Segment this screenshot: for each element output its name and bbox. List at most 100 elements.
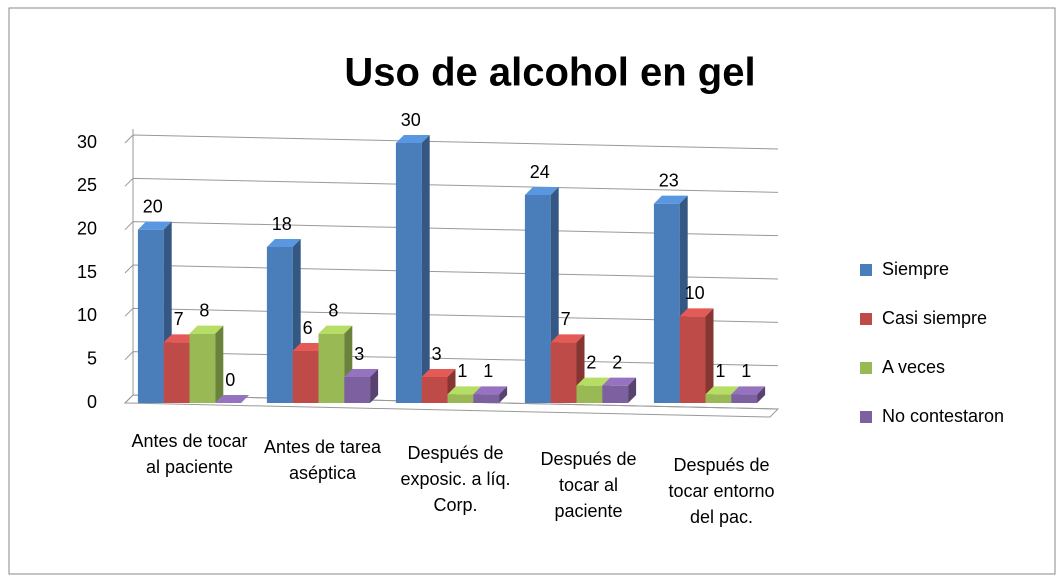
data-label: 0 bbox=[225, 370, 235, 390]
x-tick-label: Antes de tarea aséptica bbox=[263, 437, 382, 483]
grid-line bbox=[124, 177, 779, 193]
bar-top bbox=[395, 135, 430, 143]
y-tick-label: 25 bbox=[77, 175, 97, 195]
data-label: 1 bbox=[483, 361, 493, 381]
data-label: 2 bbox=[586, 352, 596, 372]
legend-label: No contestaron bbox=[882, 406, 1004, 426]
data-label: 2 bbox=[612, 352, 622, 372]
x-tick-label: Después de tocar al paciente bbox=[540, 449, 637, 521]
bar-top bbox=[576, 377, 611, 386]
bar-top bbox=[215, 395, 250, 403]
bar-top bbox=[653, 195, 688, 204]
bar-top bbox=[731, 386, 766, 395]
bar-side bbox=[370, 369, 379, 403]
bar bbox=[473, 394, 500, 403]
bar-group bbox=[473, 386, 508, 403]
bar-top bbox=[679, 308, 714, 317]
grid-line bbox=[124, 221, 779, 237]
y-tick-label: 5 bbox=[87, 348, 97, 368]
bar-top bbox=[137, 221, 172, 230]
bar bbox=[653, 203, 680, 403]
x-tick-label: Después de exposic. a líq. Corp. bbox=[400, 443, 511, 515]
bar bbox=[395, 143, 422, 403]
bar-group bbox=[344, 369, 379, 403]
legend-swatch bbox=[860, 411, 872, 423]
bar bbox=[344, 377, 371, 403]
bar bbox=[189, 333, 216, 403]
bar bbox=[447, 394, 474, 403]
bar-top bbox=[266, 239, 301, 247]
bar-group bbox=[395, 135, 430, 403]
legend-swatch bbox=[860, 362, 872, 374]
bar-top bbox=[344, 369, 379, 377]
grid-line bbox=[124, 264, 779, 280]
bar-side bbox=[499, 386, 508, 403]
bar bbox=[524, 195, 551, 403]
bar-side bbox=[215, 325, 224, 403]
data-label: 8 bbox=[199, 300, 209, 320]
legend-swatch bbox=[860, 264, 872, 276]
data-label: 7 bbox=[561, 309, 571, 329]
grid-line bbox=[124, 394, 779, 410]
bar-top bbox=[473, 386, 508, 395]
data-label: 8 bbox=[328, 300, 338, 320]
data-label: 1 bbox=[715, 361, 725, 381]
bar bbox=[266, 247, 293, 403]
bar bbox=[679, 316, 706, 403]
data-label: 20 bbox=[143, 196, 163, 216]
data-label: 3 bbox=[354, 344, 364, 364]
data-label: 3 bbox=[432, 344, 442, 364]
bar-top bbox=[421, 369, 456, 377]
bar bbox=[421, 377, 448, 403]
y-tick-label: 15 bbox=[77, 262, 97, 282]
data-label: 24 bbox=[530, 162, 550, 182]
bar-group bbox=[679, 308, 714, 403]
bar-top bbox=[602, 377, 637, 386]
y-tick-label: 30 bbox=[77, 132, 97, 152]
legend-label: Siempre bbox=[882, 259, 949, 279]
bar-top bbox=[163, 334, 198, 343]
legend-label: Casi siempre bbox=[882, 308, 987, 328]
bar bbox=[163, 342, 190, 403]
bar-group bbox=[189, 325, 224, 403]
legend-label: A veces bbox=[882, 357, 945, 377]
x-tick-label: Antes de tocar al paciente bbox=[131, 431, 248, 477]
bar bbox=[576, 385, 603, 403]
bar bbox=[292, 351, 319, 403]
chart-title: Uso de alcohol en gel bbox=[344, 51, 755, 95]
bar-top bbox=[318, 325, 353, 334]
data-label: 1 bbox=[741, 361, 751, 381]
grid-line bbox=[124, 134, 779, 150]
bar-top bbox=[550, 334, 585, 343]
bar bbox=[137, 229, 164, 403]
grid-line bbox=[124, 307, 779, 323]
bar bbox=[731, 394, 758, 403]
bar-top bbox=[524, 187, 559, 195]
bar-top bbox=[705, 386, 740, 395]
y-tick-label: 20 bbox=[77, 218, 97, 238]
bar-side bbox=[628, 377, 637, 403]
data-label: 10 bbox=[685, 283, 705, 303]
bar-group bbox=[524, 187, 559, 403]
data-label: 30 bbox=[401, 110, 421, 130]
bar-group bbox=[602, 377, 637, 403]
y-tick-label: 10 bbox=[77, 305, 97, 325]
data-label: 23 bbox=[659, 170, 679, 190]
bar-group bbox=[215, 395, 250, 403]
bar bbox=[550, 342, 577, 403]
legend-swatch bbox=[860, 313, 872, 325]
bar-group bbox=[731, 386, 766, 403]
bar bbox=[705, 394, 732, 403]
bar-top bbox=[292, 343, 327, 351]
bar-top bbox=[189, 325, 224, 334]
bar-top bbox=[447, 386, 482, 395]
bar-group bbox=[653, 195, 688, 403]
bar bbox=[602, 385, 629, 403]
y-tick-label: 0 bbox=[87, 392, 97, 412]
bar-group bbox=[550, 334, 585, 403]
data-label: 1 bbox=[457, 361, 467, 381]
bar bbox=[318, 333, 345, 403]
bar-side bbox=[757, 386, 766, 403]
